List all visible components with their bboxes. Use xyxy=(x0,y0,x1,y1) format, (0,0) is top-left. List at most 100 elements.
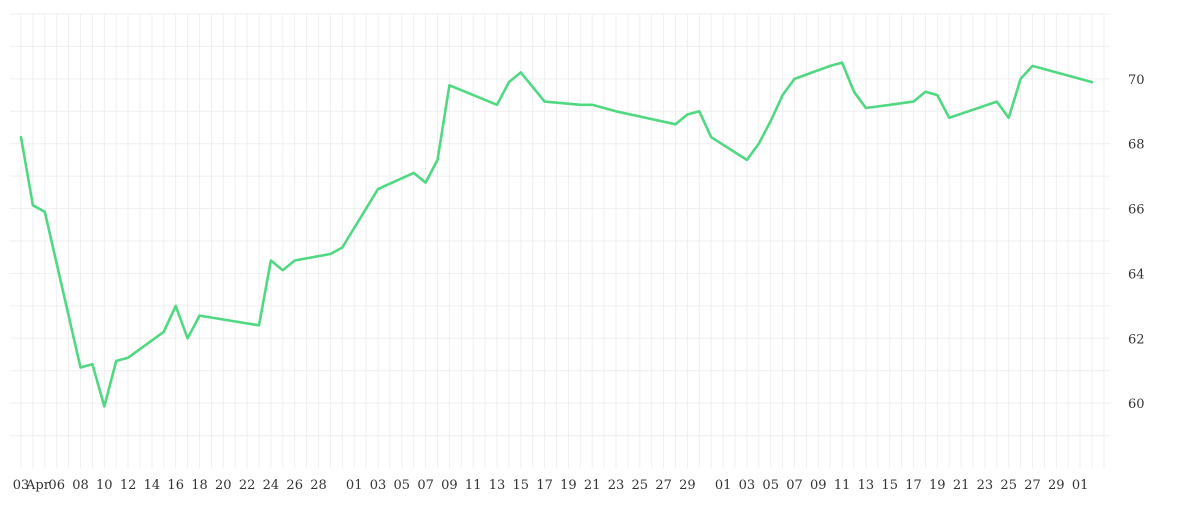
x-tick-label: 07 xyxy=(786,478,803,493)
data-point xyxy=(353,227,356,229)
x-tick-label: 07 xyxy=(417,478,434,493)
y-tick-label: 64 xyxy=(1128,267,1145,282)
data-point xyxy=(543,100,546,103)
x-tick-label: 20 xyxy=(215,478,232,493)
x-tick-label: 06 xyxy=(48,478,65,493)
data-point xyxy=(520,71,522,74)
data-point xyxy=(329,253,332,255)
x-tick-label: 17 xyxy=(905,478,922,493)
data-point xyxy=(1031,65,1034,67)
x-tick-label: 05 xyxy=(762,478,779,493)
data-point xyxy=(20,136,22,138)
data-point xyxy=(615,110,617,113)
x-tick-label: 27 xyxy=(1024,478,1041,493)
y-tick-label: 66 xyxy=(1128,203,1145,218)
data-point xyxy=(746,159,748,161)
x-tick-label: 09 xyxy=(441,478,458,493)
x-tick-label: 17 xyxy=(536,478,553,493)
x-tick-label: 10 xyxy=(96,478,113,493)
data-point xyxy=(508,81,510,83)
data-point xyxy=(174,305,177,307)
x-tick-label: 01 xyxy=(346,478,363,493)
data-point xyxy=(710,136,712,138)
x-tick-label: 01 xyxy=(1072,478,1089,493)
data-point xyxy=(829,65,831,67)
x-tick-label: 15 xyxy=(513,478,530,493)
x-tick-label: 14 xyxy=(144,478,161,493)
x-tick-label: 15 xyxy=(881,478,898,493)
x-tick-label: 28 xyxy=(310,478,327,493)
x-tick-label: 24 xyxy=(263,478,280,493)
x-tick-label: 23 xyxy=(977,478,994,493)
data-point xyxy=(44,211,46,213)
y-tick-label: 62 xyxy=(1128,332,1145,347)
x-tick-label: 26 xyxy=(286,478,303,493)
data-point xyxy=(996,100,998,103)
data-point xyxy=(32,204,34,207)
data-point xyxy=(412,172,415,174)
data-point xyxy=(781,94,784,96)
data-point xyxy=(198,314,201,317)
data-point xyxy=(163,331,165,333)
x-tick-label: Apr xyxy=(25,478,51,493)
data-point xyxy=(865,107,867,109)
x-tick-label: 19 xyxy=(929,478,946,493)
data-point xyxy=(448,84,451,87)
data-point xyxy=(270,259,272,262)
x-tick-label: 23 xyxy=(608,478,625,493)
data-point xyxy=(79,366,82,369)
data-point xyxy=(948,117,950,119)
x-tick-label: 11 xyxy=(834,478,851,493)
data-point xyxy=(603,107,605,109)
data-point xyxy=(377,188,379,190)
data-point xyxy=(912,100,915,103)
x-tick-label: 21 xyxy=(953,478,970,493)
data-point xyxy=(1019,78,1022,80)
data-point xyxy=(698,110,701,113)
data-point xyxy=(91,363,94,366)
data-point xyxy=(579,104,582,106)
data-point xyxy=(686,113,689,116)
y-tick-label: 70 xyxy=(1128,73,1145,88)
x-tick-label: 08 xyxy=(72,478,89,493)
data-point xyxy=(936,94,939,96)
x-tick-label: 18 xyxy=(191,478,208,493)
data-point xyxy=(293,259,296,262)
x-tick-label: 03 xyxy=(13,478,30,493)
data-point xyxy=(769,120,772,122)
data-point xyxy=(793,78,796,80)
x-tick-label: 12 xyxy=(120,478,137,493)
grid xyxy=(10,13,1110,468)
y-tick-label: 60 xyxy=(1128,397,1145,412)
data-point xyxy=(186,337,189,340)
y-tick-label: 68 xyxy=(1128,138,1145,153)
data-point xyxy=(496,104,498,106)
x-tick-label: 03 xyxy=(739,478,756,493)
data-point xyxy=(853,91,855,93)
data-point xyxy=(127,356,129,359)
data-point xyxy=(115,360,117,362)
data-point xyxy=(103,405,106,408)
x-tick-label: 29 xyxy=(1048,478,1065,493)
x-tick-label: 25 xyxy=(1000,478,1017,493)
series-layer xyxy=(19,61,1094,408)
x-tick-label: 11 xyxy=(465,478,482,493)
data-point xyxy=(1043,68,1046,70)
data-point xyxy=(258,324,260,327)
x-tick-label: 01 xyxy=(715,478,732,493)
x-tick-label: 21 xyxy=(584,478,601,493)
x-tick-label: 13 xyxy=(489,478,506,493)
data-point xyxy=(924,91,927,93)
x-tick-label: 25 xyxy=(632,478,649,493)
data-point xyxy=(282,269,284,272)
data-point xyxy=(436,159,439,161)
x-tick-label: 09 xyxy=(810,478,827,493)
data-point xyxy=(424,181,427,184)
data-point xyxy=(674,123,677,126)
x-tick-label: 27 xyxy=(655,478,672,493)
x-tick-label: 22 xyxy=(239,478,256,493)
data-point xyxy=(591,104,593,106)
x-tick-label: 19 xyxy=(560,478,577,493)
